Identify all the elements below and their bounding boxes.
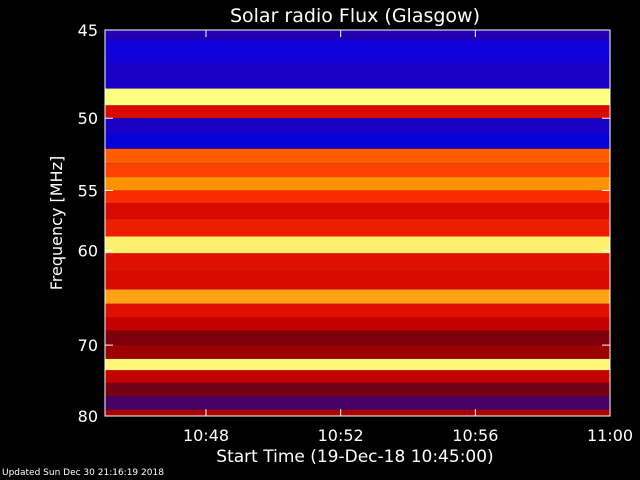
heatmap-band <box>105 370 610 383</box>
heatmap-band <box>105 253 610 272</box>
x-ticks: 10:48 10:52 10:56 11:00 <box>183 30 633 445</box>
x-axis-label: Start Time (19-Dec-18 10:45:00) <box>216 447 493 467</box>
x-tick-label: 10:48 <box>183 426 229 445</box>
heatmap-band <box>105 148 610 164</box>
heatmap-band <box>105 177 610 191</box>
heatmap-band <box>105 271 610 290</box>
y-tick-label: 70 <box>78 336 98 355</box>
heatmap-band <box>105 330 610 346</box>
heatmap-band <box>105 88 610 106</box>
y-tick-label: 45 <box>78 21 98 40</box>
heatmap-band <box>105 105 610 119</box>
y-tick-label: 55 <box>78 181 98 200</box>
heatmap-band <box>105 303 610 318</box>
heatmap-band <box>105 39 610 64</box>
heatmap-band <box>105 133 610 149</box>
heatmap-band <box>105 163 610 178</box>
y-tick-label: 80 <box>78 407 98 426</box>
heatmap-band <box>105 358 610 371</box>
heatmap-band <box>105 30 610 40</box>
heatmap-band <box>105 190 610 204</box>
x-tick-label: 11:00 <box>587 426 633 445</box>
y-tick-label: 50 <box>78 109 98 128</box>
heatmap-band <box>105 317 610 331</box>
heatmap-band <box>105 396 610 410</box>
heatmap-band <box>105 345 610 359</box>
updated-timestamp: Updated Sun Dec 30 21:16:19 2018 <box>2 468 164 478</box>
plot-frame <box>104 29 611 417</box>
x-tick-label: 10:52 <box>318 426 364 445</box>
chart-title: Solar radio Flux (Glasgow) <box>230 5 480 27</box>
heatmap-band <box>105 409 610 416</box>
heatmap-band <box>105 289 610 304</box>
heatmap-band <box>105 203 610 219</box>
heatmap-bands <box>105 30 610 416</box>
heatmap-band <box>105 63 610 89</box>
y-ticks: 45 50 55 60 70 80 <box>78 21 610 426</box>
y-axis-label: Frequency [MHz] <box>47 156 66 290</box>
heatmap-band <box>105 236 610 254</box>
heatmap-band <box>105 382 610 397</box>
heatmap-band <box>105 118 610 134</box>
heatmap-band <box>105 218 610 237</box>
x-tick-label: 10:56 <box>452 426 498 445</box>
y-tick-label: 60 <box>78 242 98 261</box>
